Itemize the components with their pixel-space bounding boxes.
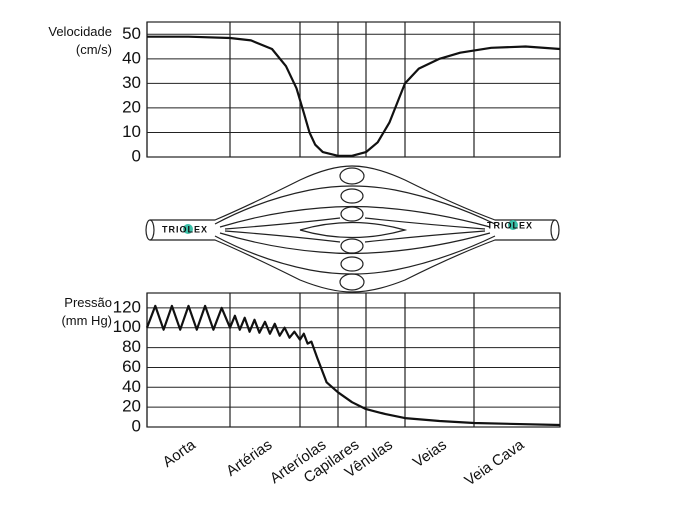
line-series (147, 35, 561, 157)
watermark-dot (183, 224, 193, 234)
y-axis-label: Pressão (64, 295, 112, 310)
x-tick-label: Veia Cava (462, 436, 528, 490)
y-axis-label: Velocidade (48, 24, 112, 39)
y-tick-label: 10 (122, 122, 141, 141)
watermark: TRIOLEX (487, 220, 533, 230)
plot-frame (146, 292, 561, 428)
x-tick-label: Veias (410, 436, 450, 471)
vessel-diagram (145, 165, 560, 293)
x-tick-label: Aorta (160, 436, 200, 471)
y-tick-label: 0 (132, 146, 141, 165)
y-tick-label: 30 (122, 73, 141, 92)
y-axis-label: (mm Hg) (61, 313, 112, 328)
line-series (145, 304, 561, 427)
y-tick-label: 50 (122, 24, 141, 43)
y-tick-label: 80 (122, 337, 141, 356)
y-tick-label: 20 (122, 97, 141, 116)
y-tick-label: 40 (122, 377, 141, 396)
watermark: TRIOLEX (162, 224, 208, 234)
watermark-dot (508, 220, 518, 230)
y-tick-label: 0 (132, 416, 141, 435)
y-tick-label: 120 (113, 297, 141, 316)
y-tick-label: 40 (122, 48, 141, 67)
y-tick-label: 60 (122, 357, 141, 376)
y-tick-label: 100 (113, 317, 141, 336)
y-tick-label: 20 (122, 397, 141, 416)
y-axis-label: (cm/s) (76, 42, 112, 57)
plot-frame (146, 21, 561, 158)
